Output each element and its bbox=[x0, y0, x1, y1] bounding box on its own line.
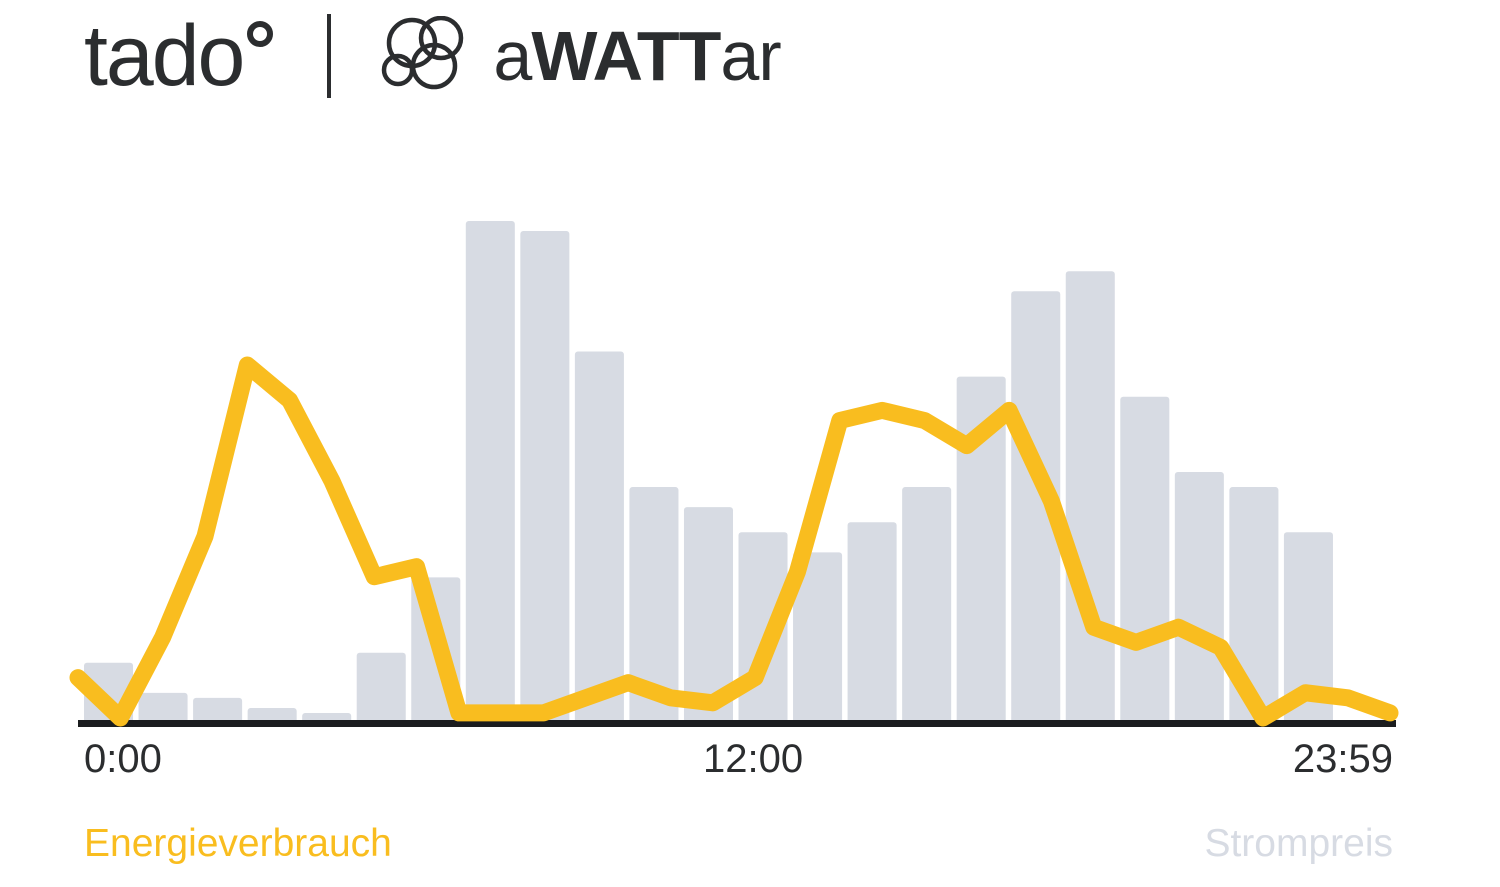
tado-logo: tado bbox=[84, 8, 274, 104]
brand-divider bbox=[327, 14, 332, 98]
awattar-logo: aWATTar bbox=[379, 15, 782, 97]
bar-series bbox=[84, 221, 1333, 724]
price-bar bbox=[1283, 532, 1333, 723]
awattar-word-a: a bbox=[493, 17, 532, 95]
price-bar bbox=[193, 697, 243, 723]
brand-header: tado aWATTar bbox=[84, 8, 782, 104]
awattar-word-ar: ar bbox=[720, 17, 781, 95]
consumption-line bbox=[69, 356, 1399, 727]
awattar-wordmark: aWATTar bbox=[493, 21, 781, 91]
chart-legend: Energieverbrauch Strompreis bbox=[0, 818, 1500, 882]
price-bar bbox=[247, 707, 297, 723]
legend-item-energieverbrauch: Energieverbrauch bbox=[84, 822, 392, 865]
price-bar bbox=[574, 351, 624, 723]
price-bar bbox=[520, 231, 570, 724]
price-bar bbox=[1174, 472, 1224, 723]
axis-label-middle: 12:00 bbox=[703, 737, 804, 781]
x-axis-labels: 0:00 12:00 23:59 bbox=[0, 735, 1500, 795]
awattar-circles-icon bbox=[379, 15, 471, 97]
axis-label-end: 23:59 bbox=[1292, 737, 1393, 781]
price-bar bbox=[1065, 271, 1115, 723]
price-bar bbox=[1120, 396, 1170, 723]
price-bar bbox=[956, 376, 1006, 723]
price-bar bbox=[683, 507, 733, 723]
awattar-word-watt: WATT bbox=[531, 17, 721, 95]
tado-wordmark: tado bbox=[84, 8, 245, 104]
price-bar bbox=[902, 487, 952, 723]
price-bar bbox=[793, 552, 843, 723]
price-bar bbox=[138, 692, 188, 723]
price-bar bbox=[465, 221, 515, 723]
price-bar bbox=[1011, 291, 1061, 723]
axis-label-start: 0:00 bbox=[84, 737, 162, 781]
price-bar bbox=[847, 522, 897, 723]
price-bar bbox=[356, 652, 406, 723]
price-bar bbox=[629, 487, 679, 723]
price-bar bbox=[1229, 487, 1279, 723]
legend-item-strompreis: Strompreis bbox=[1204, 822, 1393, 865]
tado-degree-icon bbox=[247, 21, 274, 47]
